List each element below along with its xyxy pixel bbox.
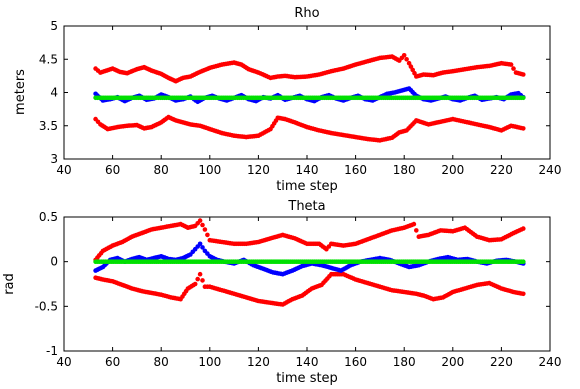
- theta-x-tick-label: 140: [296, 355, 319, 369]
- theta-data-marks: [93, 218, 526, 307]
- theta-data-point: [197, 271, 203, 277]
- theta-y-tick-label: 0: [50, 255, 58, 269]
- rho-chart: Rho 40 60 80 100 120 140 160 180 200 220 24033.544…: [13, 6, 561, 194]
- theta-chart-title: Theta: [287, 199, 325, 214]
- rho-x-tick-label: 220: [490, 163, 513, 177]
- rho-data-marks: [93, 53, 526, 143]
- theta-data-point: [202, 227, 208, 232]
- theta-y-tick-label: -0.5: [35, 299, 58, 313]
- theta-series-3: [93, 259, 526, 265]
- rho-data-point: [406, 60, 412, 66]
- theta-data-point: [195, 276, 200, 282]
- theta-data-point: [521, 291, 526, 297]
- theta-x-tick-label: 180: [393, 355, 416, 369]
- theta-ticks: 40 60 80 100 120 140 160 180 200 220 240 -1 -0.5 0 0.5: [35, 210, 562, 369]
- rho-x-tick-label: 100: [198, 163, 221, 177]
- rho-data-point: [521, 95, 526, 101]
- rho-data-point: [404, 57, 409, 62]
- rho-x-tick-label: 240: [539, 163, 562, 177]
- rho-y-tick-label: 3.5: [39, 119, 58, 133]
- theta-x-axis-title: time step: [276, 371, 338, 386]
- rho-plot-frame: [63, 25, 551, 160]
- rho-series-0: [93, 53, 526, 84]
- theta-data-point: [205, 232, 210, 238]
- rho-series-1: [93, 114, 526, 143]
- rho-x-axis-title: time step: [276, 179, 338, 194]
- rho-y-tick-label: 5: [50, 19, 58, 33]
- rho-y-tick-label: 4: [50, 86, 58, 100]
- rho-data-point: [401, 53, 407, 58]
- theta-x-tick-label: 40: [56, 355, 71, 369]
- theta-series-0: [93, 218, 526, 263]
- rho-chart-title: Rho: [294, 6, 319, 21]
- theta-y-tick-label: -1: [46, 344, 58, 358]
- rho-x-tick-label: 140: [296, 163, 319, 177]
- rho-x-tick-label: 200: [441, 163, 464, 177]
- theta-x-tick-label: 100: [198, 355, 221, 369]
- theta-data-point: [200, 245, 205, 250]
- theta-x-tick-label: 200: [441, 355, 464, 369]
- theta-series-1: [93, 271, 526, 307]
- theta-data-point: [200, 278, 205, 283]
- rho-y-tick-label: 4.5: [39, 52, 58, 66]
- rho-x-tick-label: 120: [247, 163, 270, 177]
- rho-y-axis-title: meters: [13, 69, 28, 115]
- rho-data-point: [508, 62, 514, 67]
- theta-x-tick-label: 220: [490, 355, 513, 369]
- theta-data-point: [197, 218, 203, 223]
- theta-x-tick-label: 120: [247, 355, 270, 369]
- theta-data-point: [521, 259, 526, 265]
- theta-x-tick-label: 160: [344, 355, 367, 369]
- rho-ticks: 40 60 80 100 120 140 160 180 200 220 240 3 3.5 4 4.5 5: [39, 19, 562, 177]
- rho-x-tick-label: 60: [105, 163, 120, 177]
- rho-x-tick-label: 80: [154, 163, 169, 177]
- theta-x-tick-label: 240: [539, 355, 562, 369]
- rho-x-tick-label: 40: [56, 163, 71, 177]
- theta-data-point: [414, 228, 419, 233]
- theta-data-point: [192, 281, 198, 287]
- theta-chart: Theta 40 60 80 100 120 140 160 180 200 220 240 -1 -0…: [2, 199, 561, 386]
- rho-series-3: [93, 95, 526, 101]
- theta-y-tick-label: 0.5: [39, 210, 58, 224]
- theta-data-point: [200, 222, 205, 228]
- theta-x-tick-label: 60: [105, 355, 120, 369]
- rho-data-point: [521, 126, 526, 131]
- theta-y-axis-title: rad: [2, 273, 17, 295]
- rho-x-tick-label: 160: [344, 163, 367, 177]
- theta-x-tick-label: 80: [154, 355, 169, 369]
- rho-data-point: [511, 66, 516, 71]
- theta-data-point: [197, 241, 203, 247]
- rho-y-tick-label: 3: [50, 152, 58, 166]
- theta-data-point: [521, 226, 526, 231]
- rho-data-point: [521, 72, 526, 77]
- rho-x-tick-label: 180: [393, 163, 416, 177]
- theta-data-point: [411, 221, 417, 227]
